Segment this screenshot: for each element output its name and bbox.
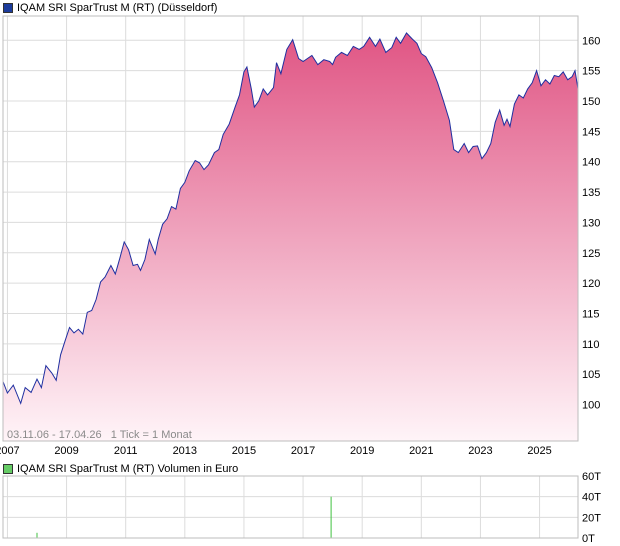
price-y-tick-label: 150 <box>582 96 600 108</box>
price-area-fill <box>3 33 578 441</box>
volume-y-tick-label: 20T <box>582 512 601 524</box>
price-x-tick-label: 2011 <box>114 445 138 457</box>
volume-bar <box>330 496 332 538</box>
price-y-tick-label: 155 <box>582 66 600 78</box>
volume-grid <box>3 475 578 539</box>
price-x-tick-label: 2025 <box>527 445 551 457</box>
price-legend: IQAM SRI SparTrust M (RT) (Düsseldorf) <box>3 1 217 15</box>
volume-legend-label: IQAM SRI SparTrust M (RT) Volumen in Eur… <box>17 462 239 475</box>
price-y-tick-label: 160 <box>582 35 600 47</box>
price-x-tick-label: 2009 <box>54 445 78 457</box>
volume-y-tick-label: 0T <box>582 533 595 545</box>
price-y-tick-label: 135 <box>582 187 600 199</box>
price-x-tick-label: 2017 <box>291 445 315 457</box>
price-series-line <box>2 32 579 405</box>
price-x-tick-label: 2019 <box>350 445 374 457</box>
price-y-tick-label: 105 <box>582 369 600 381</box>
price-y-tick-label: 100 <box>582 400 600 412</box>
price-x-axis: 2007 2009 2011 2013 2015 2017 2019 2021 2023 2025 <box>0 445 552 457</box>
price-x-tick-label: 2015 <box>232 445 256 457</box>
price-y-tick-label: 125 <box>582 248 600 260</box>
price-x-tick-label: 2007 <box>0 445 20 457</box>
volume-plot-frame <box>2 475 579 539</box>
price-legend-label: IQAM SRI SparTrust M (RT) (Düsseldorf) <box>17 1 218 14</box>
volume-y-tick-label: 40T <box>582 492 601 504</box>
volume-y-axis: 0T 20T 40T 60T <box>582 471 601 545</box>
price-y-axis: 100 105 110 115 120 125 130 135 140 145 150 155 160 <box>582 35 600 411</box>
volume-legend: IQAM SRI SparTrust M (RT) Volumen in Eur… <box>3 462 238 476</box>
price-y-tick-label: 145 <box>582 126 600 138</box>
chart-footnote: 03.11.06 - 17.04.26 1 Tick = 1 Monat <box>7 429 192 441</box>
volume-legend-swatch <box>3 464 13 474</box>
volume-bar <box>36 532 38 538</box>
price-y-tick-label: 120 <box>582 278 600 290</box>
price-y-tick-label: 140 <box>582 157 600 169</box>
price-x-tick-label: 2023 <box>468 445 492 457</box>
price-x-tick-label: 2021 <box>409 445 433 457</box>
price-y-tick-label: 130 <box>582 217 600 229</box>
price-plot-frame <box>2 15 579 442</box>
price-y-tick-label: 115 <box>582 309 600 321</box>
volume-bars <box>36 496 332 538</box>
price-y-tick-label: 110 <box>582 339 600 351</box>
price-legend-swatch <box>3 3 13 13</box>
volume-y-tick-label: 60T <box>582 471 601 483</box>
price-area-layer <box>2 32 579 441</box>
price-x-tick-label: 2013 <box>173 445 197 457</box>
